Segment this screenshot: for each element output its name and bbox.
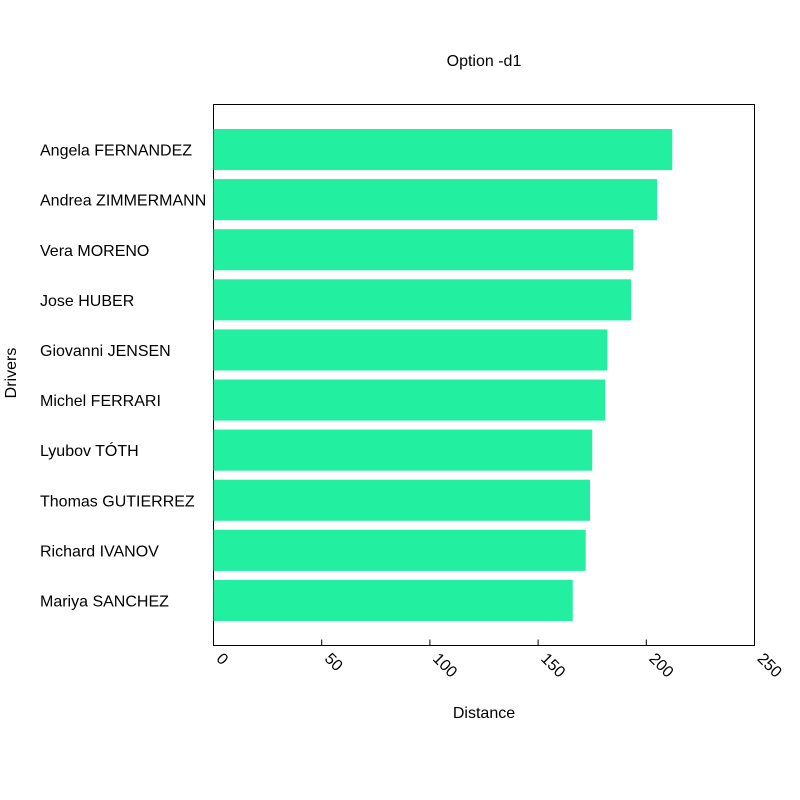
- bar: [213, 429, 593, 471]
- x-tick-label: 0: [213, 650, 231, 668]
- bar: [213, 179, 658, 221]
- category-label: Mariya SANCHEZ: [40, 593, 169, 610]
- x-tick-label: 250: [754, 650, 785, 681]
- bar: [213, 279, 632, 321]
- bar: [213, 379, 606, 421]
- category-label: Angela FERNANDEZ: [40, 143, 192, 160]
- y-axis-label: Drivers: [3, 348, 20, 399]
- bar: [213, 579, 573, 621]
- bar: [213, 479, 591, 521]
- category-label: Thomas GUTIERREZ: [40, 493, 195, 510]
- bar: [213, 129, 673, 171]
- x-tick-label: 200: [645, 650, 676, 681]
- category-label: Giovanni JENSEN: [40, 343, 171, 360]
- chart-title: Option -d1: [447, 53, 522, 70]
- x-tick-label: 50: [321, 650, 346, 675]
- category-label: Michel FERRARI: [40, 393, 161, 410]
- x-tick-label: 150: [537, 650, 568, 681]
- category-label: Jose HUBER: [40, 293, 134, 310]
- category-label: Andrea ZIMMERMANN: [40, 193, 206, 210]
- bar: [213, 529, 586, 571]
- category-labels: Angela FERNANDEZ Andrea ZIMMERMANN Vera MO…: [40, 143, 206, 611]
- category-label: Richard IVANOV: [40, 543, 159, 560]
- bar: [213, 229, 634, 271]
- x-tick-label: 100: [429, 650, 460, 681]
- bars-group: [213, 129, 673, 621]
- plot-area: [213, 104, 755, 646]
- bar: [213, 329, 608, 371]
- category-label: Lyubov TÓTH: [40, 441, 139, 460]
- category-label: Vera MORENO: [40, 243, 149, 260]
- x-axis-label: Distance: [453, 705, 515, 722]
